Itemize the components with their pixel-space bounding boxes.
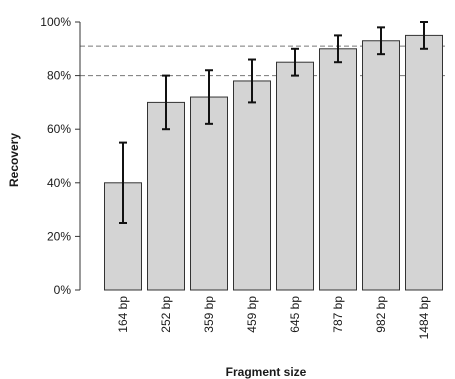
y-tick-label: 60% xyxy=(47,122,71,136)
x-tick-label: 1484 bp xyxy=(417,296,431,340)
bar-6 xyxy=(362,40,400,291)
error-bar-2 xyxy=(205,69,213,125)
error-bar-0 xyxy=(119,141,127,224)
bar-3 xyxy=(233,80,271,291)
x-axis-ticks: 164 bp 252 bp 359 bp 459 bp 645 bp 787 bp 982 … xyxy=(116,296,431,340)
x-tick-label: 164 bp xyxy=(116,296,130,333)
error-bar-4 xyxy=(291,47,299,77)
error-bars-group xyxy=(119,21,428,224)
y-tick-label: 40% xyxy=(47,176,71,190)
bar-4 xyxy=(276,61,314,291)
x-tick-label: 459 bp xyxy=(245,296,259,333)
x-tick-label: 787 bp xyxy=(331,296,345,333)
error-bar-7 xyxy=(420,21,428,50)
y-axis-title: Recovery xyxy=(7,133,21,187)
bar-2 xyxy=(190,96,228,291)
bar-5 xyxy=(319,48,357,291)
bar-1 xyxy=(147,101,185,291)
x-axis-title: Fragment size xyxy=(226,365,307,379)
y-axis-ticks: 0% 20% 40% 60% 80% 100% xyxy=(40,15,80,297)
error-bar-6 xyxy=(377,26,385,56)
y-tick-label: 100% xyxy=(40,15,71,29)
y-tick-label: 80% xyxy=(47,69,71,83)
error-bar-5 xyxy=(334,34,342,64)
error-bar-1 xyxy=(162,74,170,131)
y-tick-label: 0% xyxy=(54,283,72,297)
x-tick-label: 982 bp xyxy=(374,296,388,333)
x-tick-label: 252 bp xyxy=(159,296,173,333)
x-tick-label: 359 bp xyxy=(202,296,216,333)
bars-group xyxy=(104,34,443,291)
error-bar-3 xyxy=(248,58,256,104)
y-tick-label: 20% xyxy=(47,229,71,243)
x-tick-label: 645 bp xyxy=(288,296,302,333)
bar-7 xyxy=(405,34,443,291)
